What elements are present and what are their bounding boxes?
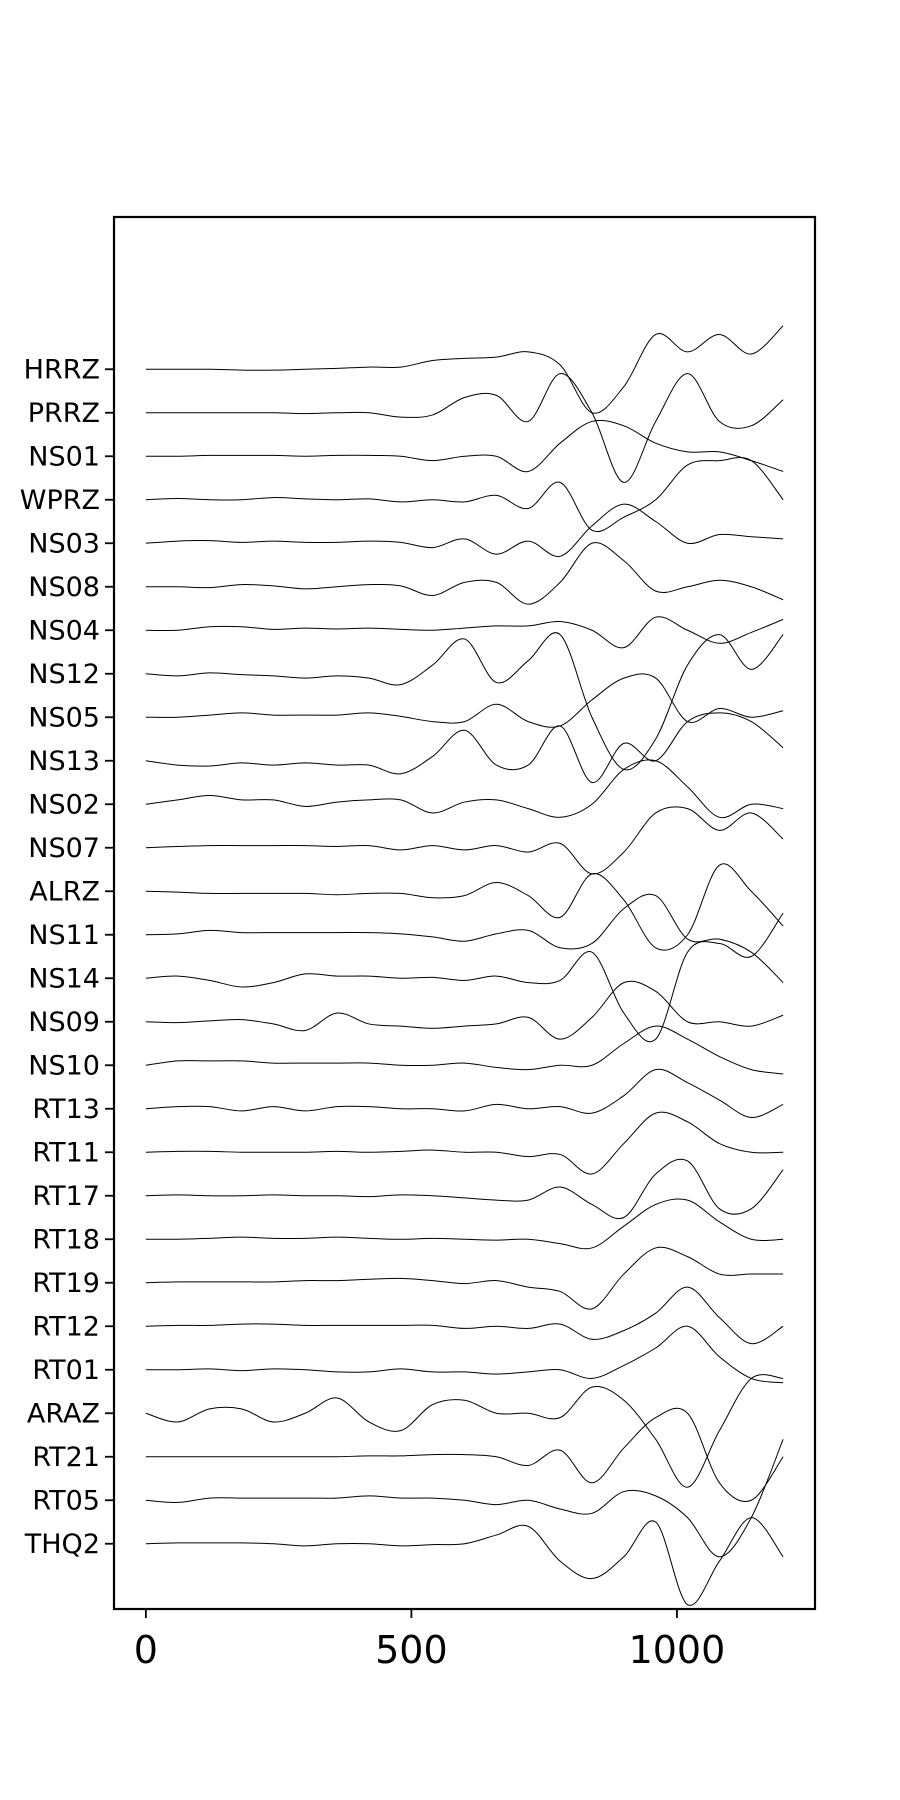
y-tick-label-ns07: NS07 [28,833,100,864]
trace-rt11 [145,1111,784,1175]
trace-rt13 [145,1068,784,1118]
trace-ns01 [145,419,784,473]
y-tick-label-ns14: NS14 [28,963,100,994]
trace-ns02 [145,759,784,819]
y-tick-label-prrz: PRRZ [28,398,100,429]
trace-araz [145,1374,784,1488]
trace-ns05 [145,673,784,728]
trace-ns08 [145,542,784,605]
plot-frame [112,215,817,1611]
y-tick-label-ns03: NS03 [28,528,100,559]
trace-ns04 [145,616,784,649]
y-tick-label-rt12: RT12 [32,1311,100,1342]
trace-hrrz [145,325,784,414]
y-tick-label-ns11: NS11 [28,920,100,951]
y-tick-label-ns04: NS04 [28,615,100,646]
y-tick-label-wprz: WPRZ [20,485,100,516]
x-tick-label-1000: 1000 [629,1628,726,1672]
y-tick-label-ns10: NS10 [28,1050,100,1081]
y-tick-label-hrrz: HRRZ [24,354,100,385]
trace-ns12 [145,632,784,771]
trace-wprz [145,457,784,533]
trace-thq2 [145,1517,784,1606]
y-tick-label-ns02: NS02 [28,789,100,820]
trace-group [145,325,784,1606]
trace-rt21 [145,1407,784,1502]
trace-ns03 [145,503,784,557]
trace-alrz [145,863,784,951]
trace-ns09 [145,980,784,1040]
y-tick-label-thq2: THQ2 [24,1529,100,1560]
y-tick-label-ns01: NS01 [28,441,100,472]
y-tick-label-rt13: RT13 [32,1094,100,1125]
y-tick-label-ns09: NS09 [28,1007,100,1038]
y-tick-label-rt05: RT05 [32,1485,100,1516]
y-tick-label-ns05: NS05 [28,702,100,733]
trace-ns13 [145,712,784,784]
trace-ns14 [145,912,784,1043]
trace-rt18 [145,1198,784,1250]
y-tick-label-ns13: NS13 [28,746,100,777]
y-tick-label-ns08: NS08 [28,572,100,603]
trace-ns10 [145,1025,784,1075]
y-tick-label-rt21: RT21 [32,1442,100,1473]
y-axis-ticks: HRRZ PRRZ NS01 WPRZ NS03 NS08 NS04 NS12 NS05 NS13… [20,354,114,1560]
y-tick-label-rt01: RT01 [32,1355,100,1386]
trace-prrz [145,373,784,483]
x-tick-label-0: 0 [134,1628,158,1672]
y-tick-label-rt11: RT11 [32,1137,100,1168]
y-tick-label-rt17: RT17 [32,1181,100,1212]
y-tick-label-rt18: RT18 [32,1224,100,1255]
trace-rt17 [145,1158,784,1220]
trace-rt19 [145,1246,784,1310]
y-tick-label-rt19: RT19 [32,1268,100,1299]
trace-ns11 [145,893,784,983]
y-tick-label-alrz: ALRZ [29,876,100,907]
x-tick-label-500: 500 [375,1628,448,1672]
x-axis-ticks: 0 500 1000 [134,1609,726,1672]
y-tick-label-ns12: NS12 [28,659,100,690]
y-tick-label-araz: ARAZ [27,1398,100,1429]
trace-rt01 [145,1325,784,1384]
trace-ns07 [145,806,784,875]
trace-rt12 [145,1286,784,1345]
trace-rt05 [145,1439,784,1558]
